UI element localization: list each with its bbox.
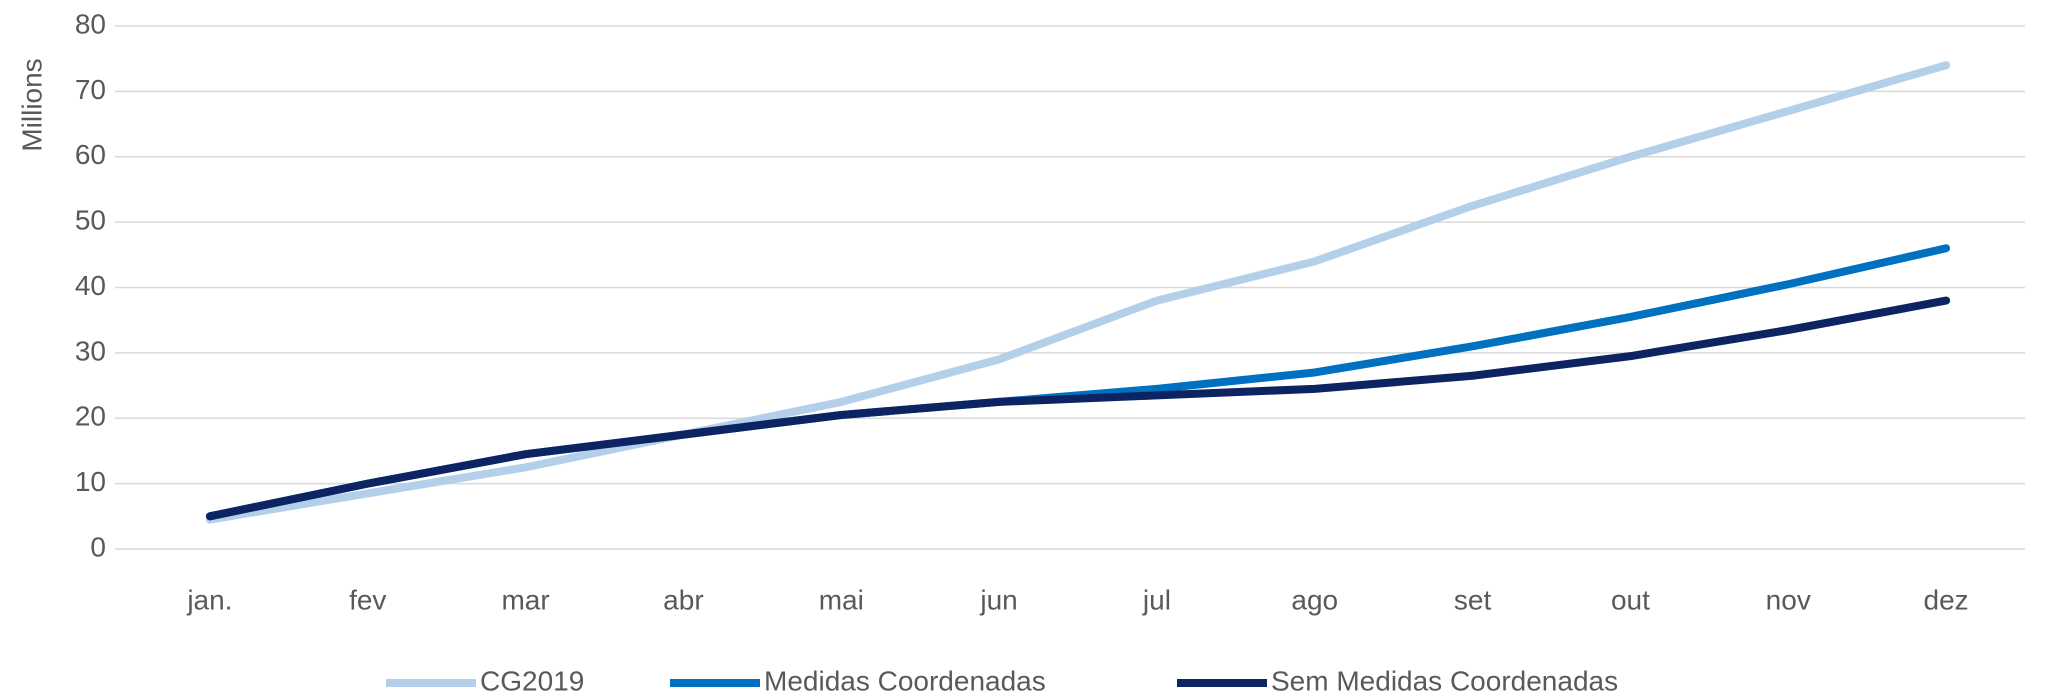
- y-tick-label: 60: [75, 139, 106, 170]
- line-series: [205, 296, 1951, 521]
- y-tick-label: 80: [75, 8, 106, 39]
- x-tick-label: fev: [349, 584, 386, 615]
- y-tick-label: 0: [90, 531, 106, 562]
- x-tick-label: set: [1454, 584, 1492, 615]
- x-tick-label: out: [1611, 584, 1650, 615]
- x-tick-label: jun: [979, 584, 1017, 615]
- x-tick-label: jul: [1142, 584, 1171, 615]
- x-tick-label: ago: [1291, 584, 1338, 615]
- y-tick-label: 20: [75, 401, 106, 432]
- legend-label: Sem Medidas Coordenadas: [1271, 665, 1618, 696]
- x-tick-label: jan.: [186, 584, 232, 615]
- x-tick-label: mar: [501, 584, 549, 615]
- y-tick-label: 30: [75, 335, 106, 366]
- legend-label: Medidas Coordenadas: [764, 665, 1046, 696]
- y-tick-label: 10: [75, 466, 106, 497]
- y-tick-label: 70: [75, 74, 106, 105]
- line-series: [205, 61, 1951, 524]
- legend-label: CG2019: [480, 665, 584, 696]
- y-tick-label: 50: [75, 205, 106, 236]
- x-tick-label: abr: [663, 584, 703, 615]
- x-tick-label: nov: [1766, 584, 1811, 615]
- x-tick-label: dez: [1924, 584, 1969, 615]
- y-tick-label: 40: [75, 270, 106, 301]
- x-tick-label: mai: [819, 584, 864, 615]
- y-axis-label: Millions: [16, 58, 47, 151]
